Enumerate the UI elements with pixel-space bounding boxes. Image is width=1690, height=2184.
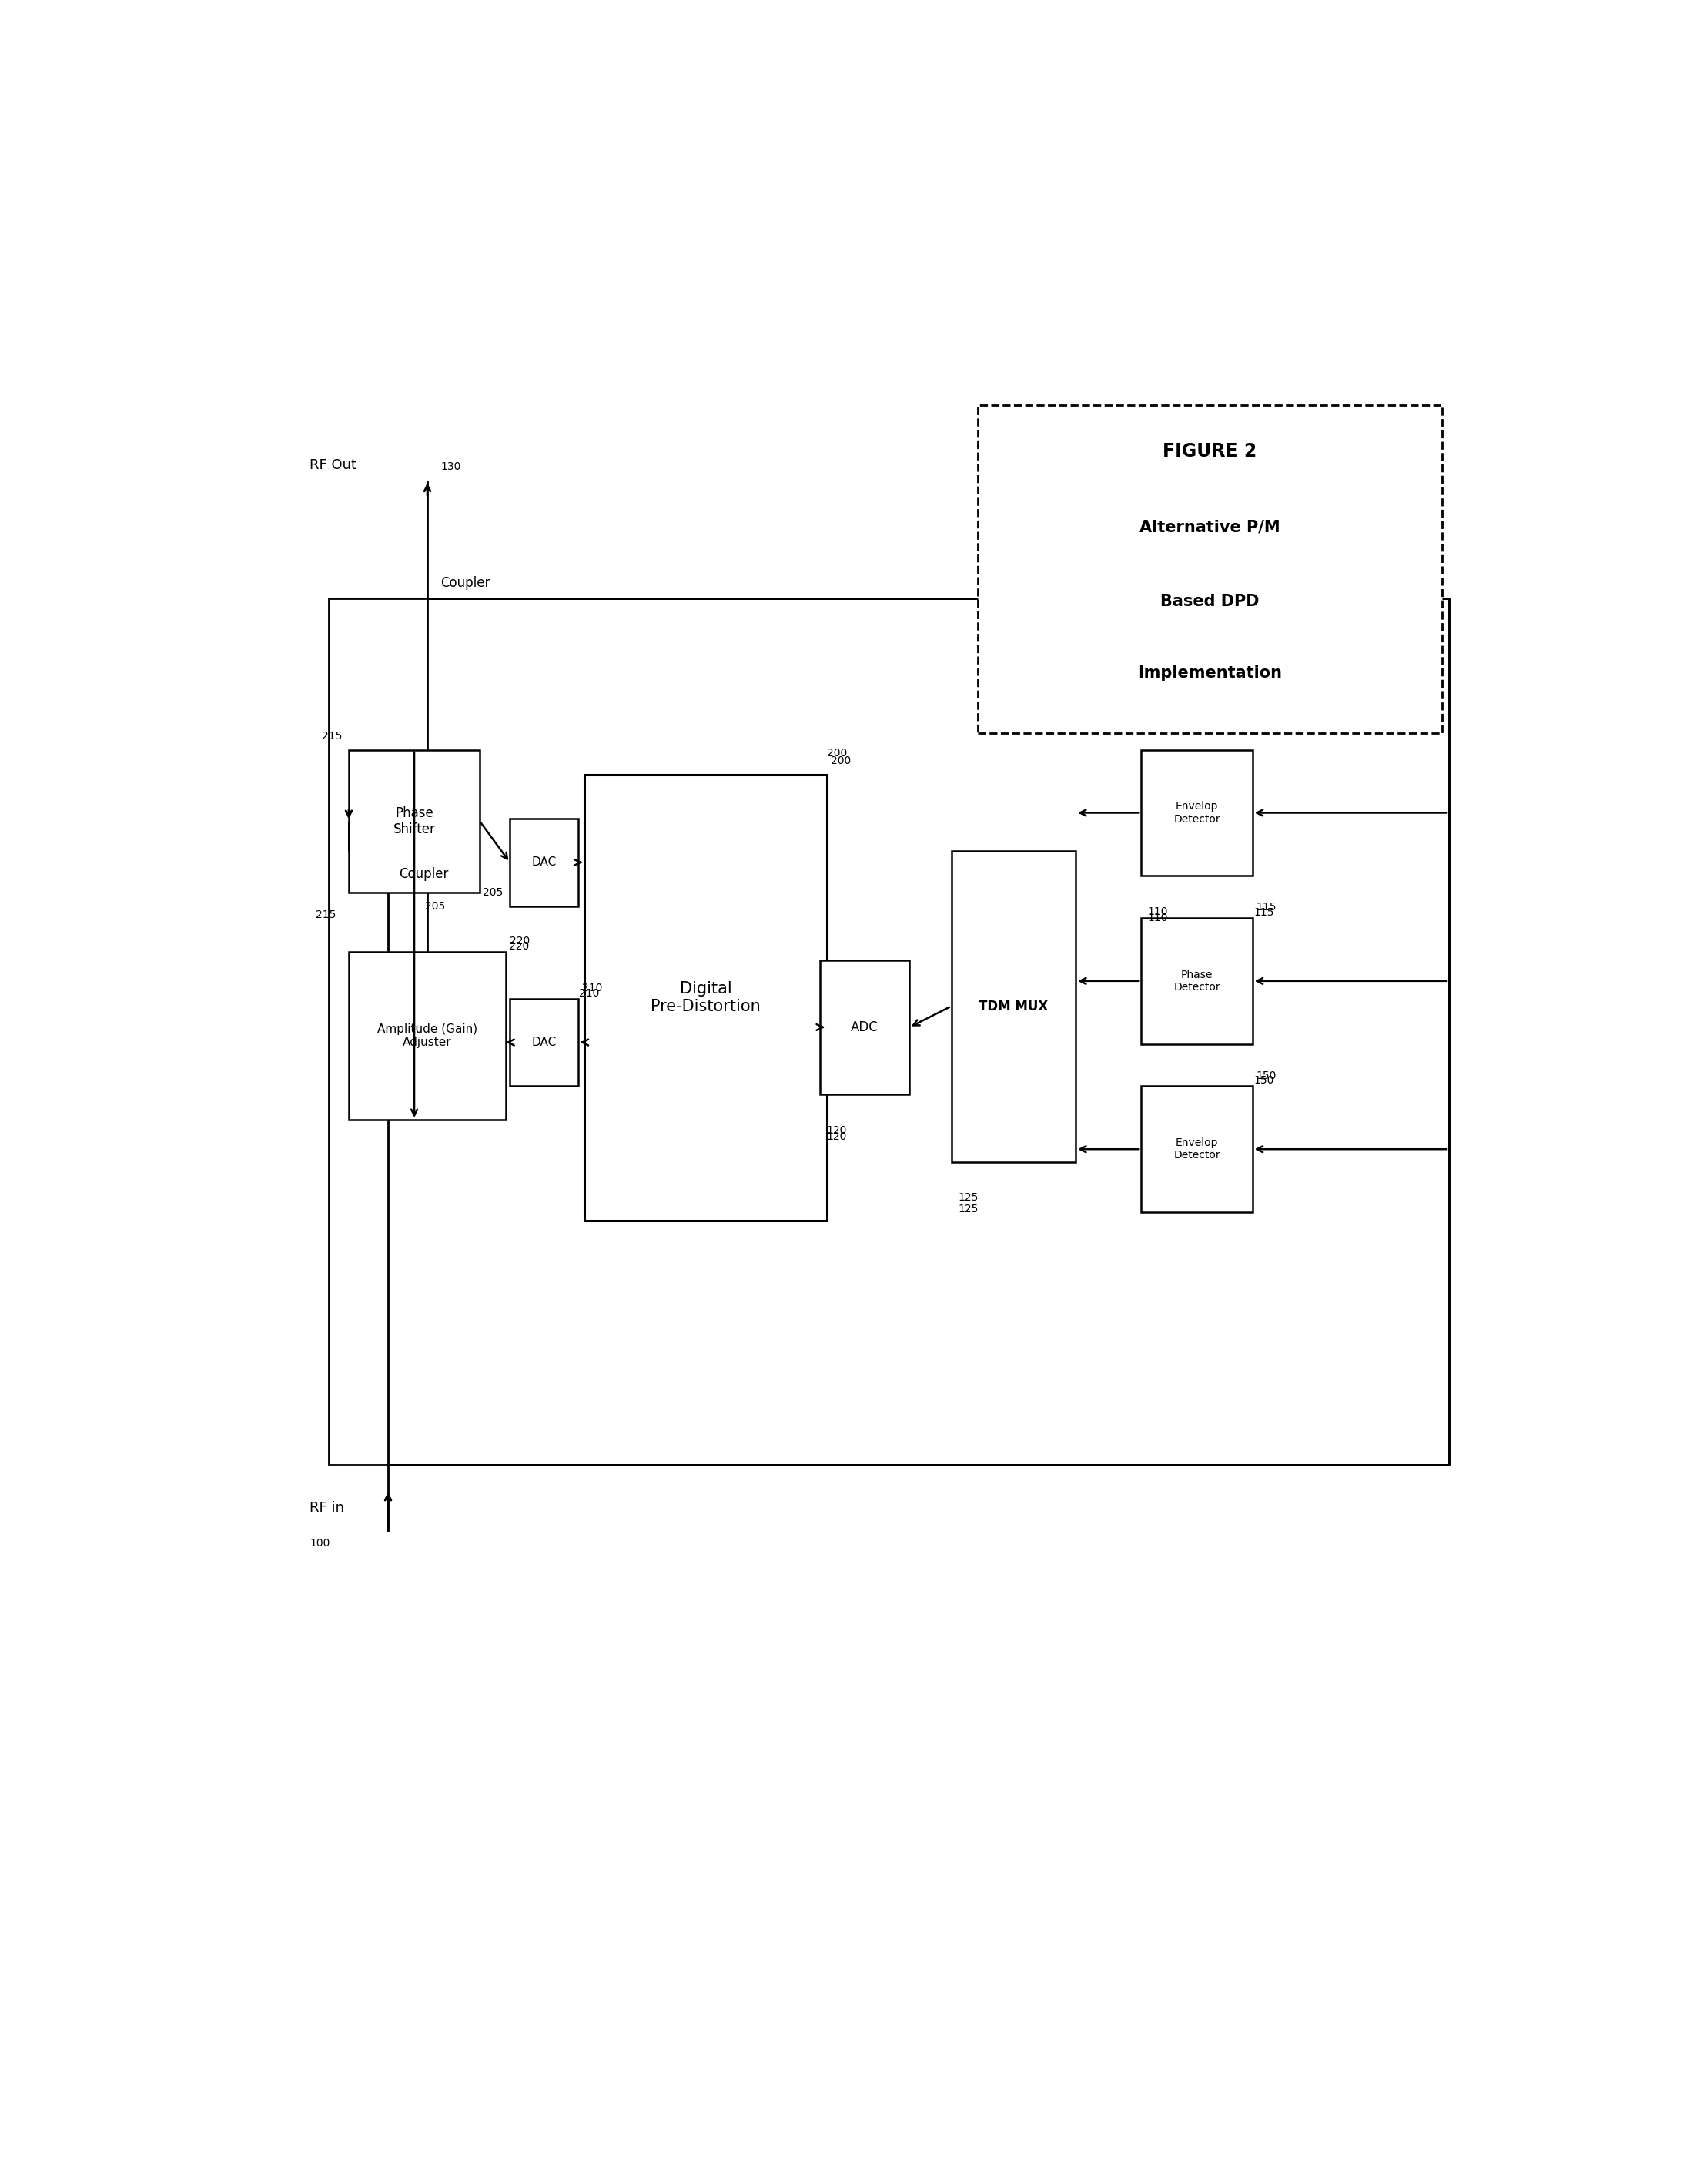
Text: 100: 100 (309, 1538, 330, 1548)
Text: Amplitude (Gain)
Adjuster: Amplitude (Gain) Adjuster (377, 1022, 478, 1048)
Text: DAC: DAC (532, 856, 556, 869)
Text: Phase
Detector: Phase Detector (1173, 970, 1220, 992)
Text: RF in: RF in (309, 1500, 345, 1516)
FancyBboxPatch shape (330, 598, 1448, 1465)
Text: 110: 110 (1148, 913, 1168, 924)
Text: Alternative P/M: Alternative P/M (1139, 520, 1281, 535)
FancyBboxPatch shape (1141, 917, 1252, 1044)
Text: FIGURE 2: FIGURE 2 (1163, 441, 1257, 461)
FancyBboxPatch shape (820, 961, 909, 1094)
Text: 220: 220 (510, 935, 531, 946)
Text: 125: 125 (958, 1192, 979, 1203)
Text: 215: 215 (316, 909, 336, 919)
Text: 210: 210 (581, 983, 602, 994)
Text: DAC: DAC (532, 1037, 556, 1048)
FancyBboxPatch shape (348, 749, 480, 893)
Text: 200: 200 (831, 756, 852, 767)
Text: ADC: ADC (852, 1020, 879, 1035)
Text: TDM MUX: TDM MUX (979, 1000, 1048, 1013)
Text: Digital
Pre-Distortion: Digital Pre-Distortion (651, 981, 760, 1013)
Text: 125: 125 (958, 1203, 979, 1214)
Text: Phase
Shifter: Phase Shifter (394, 806, 436, 836)
Text: 150: 150 (1256, 1070, 1276, 1081)
Text: 200: 200 (826, 747, 847, 758)
Text: 120: 120 (826, 1125, 847, 1136)
Text: 215: 215 (321, 732, 341, 740)
FancyBboxPatch shape (510, 819, 578, 906)
FancyBboxPatch shape (348, 952, 505, 1120)
Text: RF Out: RF Out (309, 459, 357, 472)
Text: 220: 220 (509, 941, 529, 952)
FancyBboxPatch shape (1141, 749, 1252, 876)
Text: 205: 205 (424, 900, 444, 911)
FancyBboxPatch shape (585, 775, 826, 1221)
Text: Coupler: Coupler (399, 867, 448, 882)
FancyBboxPatch shape (951, 852, 1075, 1162)
Text: Based DPD: Based DPD (1161, 594, 1259, 609)
Text: Implementation: Implementation (1137, 666, 1283, 681)
Text: 120: 120 (826, 1131, 847, 1142)
Text: 115: 115 (1254, 906, 1274, 917)
Text: 205: 205 (483, 887, 504, 898)
Text: Coupler: Coupler (441, 577, 490, 590)
Text: 130: 130 (441, 461, 461, 472)
FancyBboxPatch shape (1141, 1085, 1252, 1212)
Text: 115: 115 (1256, 902, 1278, 913)
Text: 210: 210 (580, 987, 600, 998)
Text: Envelop
Detector: Envelop Detector (1173, 1138, 1220, 1160)
FancyBboxPatch shape (977, 404, 1443, 734)
Text: 110: 110 (1148, 906, 1168, 917)
FancyBboxPatch shape (510, 998, 578, 1085)
Text: 150: 150 (1254, 1075, 1274, 1085)
Text: Envelop
Detector: Envelop Detector (1173, 802, 1220, 823)
